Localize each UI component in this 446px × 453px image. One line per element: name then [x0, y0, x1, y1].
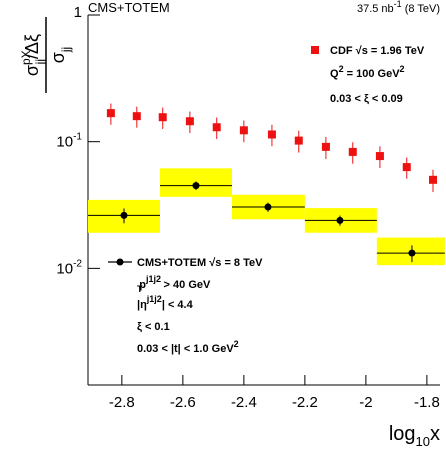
legend-marker: [311, 46, 319, 54]
title-right: 37.5 nb-1 (8 TeV): [357, 0, 440, 15]
x-tick-label: -2.4: [231, 394, 257, 411]
point: [106, 109, 115, 118]
label-part: j1j2: [146, 294, 162, 304]
legend-cdf: CDF √s = 1.96 TeV Q2 = 100 GeV2 0.03 < ξ…: [311, 45, 425, 105]
label-part: CMS+TOTEM: [137, 257, 209, 269]
point: [336, 216, 344, 224]
label-part: |η: [137, 299, 147, 311]
label-part: σ: [48, 52, 68, 63]
label-part: T: [137, 284, 143, 294]
y-tick-base: 10: [56, 260, 73, 277]
y-tick-label: 1: [74, 4, 82, 21]
x-tick-label: -2: [359, 394, 372, 411]
label-part: σjj: [48, 47, 73, 63]
label-part: CDF √s = 1.96 TeV: [330, 45, 425, 57]
point: [212, 123, 221, 132]
label-part: pX: [19, 50, 33, 65]
point: [375, 152, 384, 161]
point: [408, 249, 416, 257]
label-part: pj1j2 T > 40 GeV: [137, 274, 211, 294]
point: [294, 136, 303, 145]
y-axis-label: σpXjj/Δξ σjj: [19, 17, 73, 93]
label-part: p: [139, 279, 146, 291]
label-part: 2: [234, 339, 239, 349]
label-part: 0.03 < |t| < 1.0 GeV2: [137, 339, 239, 355]
label-part: /Δξ: [22, 34, 42, 59]
label-part: CMS+TOTEM √s = 8 TeV: [137, 257, 263, 269]
point: [267, 130, 276, 139]
label-part: = 100 GeV: [344, 68, 401, 80]
label-part: Q2 = 100 GeV2: [330, 64, 405, 80]
point: [158, 113, 167, 122]
label-part: Q: [330, 68, 339, 80]
y-tick-label: 10-2: [56, 258, 82, 277]
y-tick-label: 10-1: [56, 132, 82, 151]
point: [428, 175, 437, 184]
label-part: jj: [33, 59, 47, 65]
label-part: √s = 8 TeV: [209, 257, 263, 269]
point: [192, 182, 200, 190]
y-tick-base: 10: [56, 134, 73, 151]
point: [132, 112, 141, 121]
point: [239, 126, 248, 135]
label-part: CDF: [330, 45, 356, 57]
point: [264, 203, 272, 211]
legend-cms: CMS+TOTEM √s = 8 TeV pj1j2 T > 40 GeV |ηj…: [108, 257, 263, 355]
x-tick-label: -2.6: [170, 394, 196, 411]
label-part: > 40 GeV: [161, 279, 212, 291]
point: [348, 147, 357, 156]
label-part: jj: [59, 47, 73, 53]
y-tick-exponent: -1: [73, 132, 82, 143]
label-part: [116, 258, 124, 266]
label-part: σpXjj/Δξ: [19, 34, 47, 76]
label-part: | < 4.4: [162, 299, 194, 311]
label-part: 2: [339, 64, 344, 74]
title-left: CMS+TOTEM: [88, 0, 170, 15]
x-tick-label: -1.8: [414, 394, 440, 411]
point: [185, 117, 194, 126]
x-tick-label: -2.8: [109, 394, 135, 411]
label-part: 0.03 < |t| < 1.0 GeV: [137, 343, 234, 355]
y-tick-exponent: -2: [73, 258, 82, 269]
label-part: ξ < 0.1: [137, 321, 170, 333]
label-part: 2: [400, 64, 405, 74]
point: [120, 211, 128, 219]
point: [402, 163, 411, 172]
label-part: |ηj1j2| < 4.4: [137, 294, 194, 311]
label-part: √s = 1.96 TeV: [356, 45, 425, 57]
point: [321, 142, 330, 151]
label-part: 0.03 < ξ < 0.09: [330, 93, 403, 105]
x-tick-label: -2.2: [292, 394, 318, 411]
label-part: σ: [22, 65, 42, 76]
x-axis-label: log10x: [389, 423, 440, 449]
label-part: j1j2: [145, 274, 161, 284]
